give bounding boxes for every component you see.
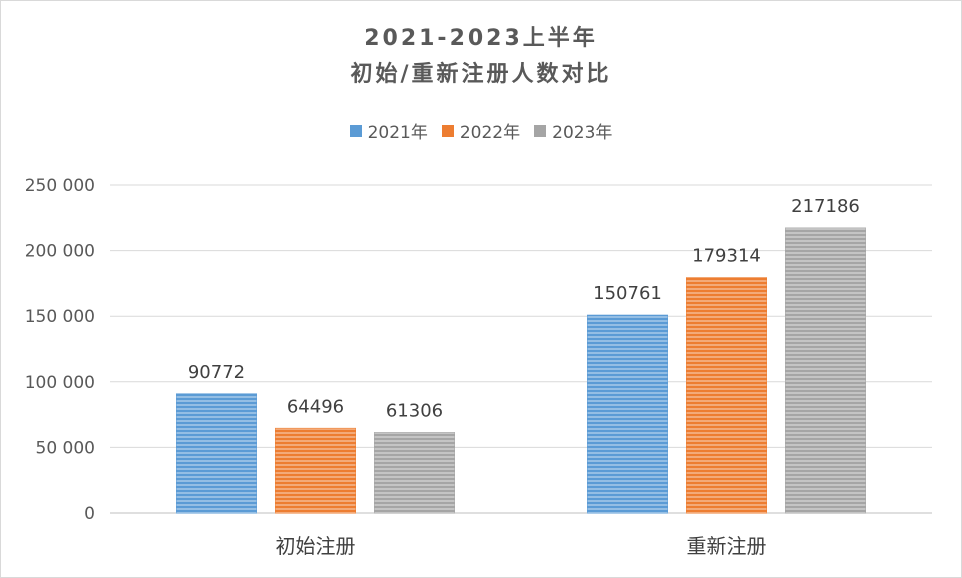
chart-legend: 2021年 2022年 2023年 <box>0 118 962 143</box>
chart-title-line1: 2021-2023上半年 <box>364 26 598 51</box>
y-tick-label: 150 000 <box>25 307 95 327</box>
legend-label-2022: 2022年 <box>459 123 521 143</box>
legend-swatch-2022 <box>441 124 454 137</box>
y-tick-label: 200 000 <box>25 242 95 262</box>
legend-item-2021: 2021年 <box>349 118 428 143</box>
y-tick-label: 250 000 <box>25 176 95 196</box>
data-label: 61306 <box>386 401 443 422</box>
data-label: 90772 <box>188 362 245 383</box>
legend-label-2023: 2023年 <box>552 123 613 143</box>
legend-item-2023: 2023年 <box>534 118 612 143</box>
x-category-label: 重新注册 <box>687 534 767 558</box>
legend-label-2021: 2021年 <box>367 123 428 143</box>
legend-item-2022: 2022年 <box>441 118 521 143</box>
bar-texture <box>686 277 767 513</box>
legend-swatch-2021 <box>349 124 362 137</box>
data-label: 217186 <box>791 196 860 217</box>
bar-texture <box>785 228 866 513</box>
legend-swatch-2023 <box>534 124 547 137</box>
chart-title-line2: 初始/重新注册人数对比 <box>350 62 612 87</box>
data-label: 179314 <box>692 246 761 267</box>
bar-texture <box>275 428 356 513</box>
x-category-label: 初始注册 <box>276 534 356 558</box>
y-tick-label: 50 000 <box>36 438 95 458</box>
y-tick-label: 0 <box>84 504 95 524</box>
data-label: 64496 <box>287 396 344 417</box>
y-tick-label: 100 000 <box>25 373 95 393</box>
bar-texture <box>176 393 257 513</box>
bar-texture <box>374 432 455 513</box>
bar-texture <box>587 315 668 513</box>
data-label: 150761 <box>593 283 662 304</box>
